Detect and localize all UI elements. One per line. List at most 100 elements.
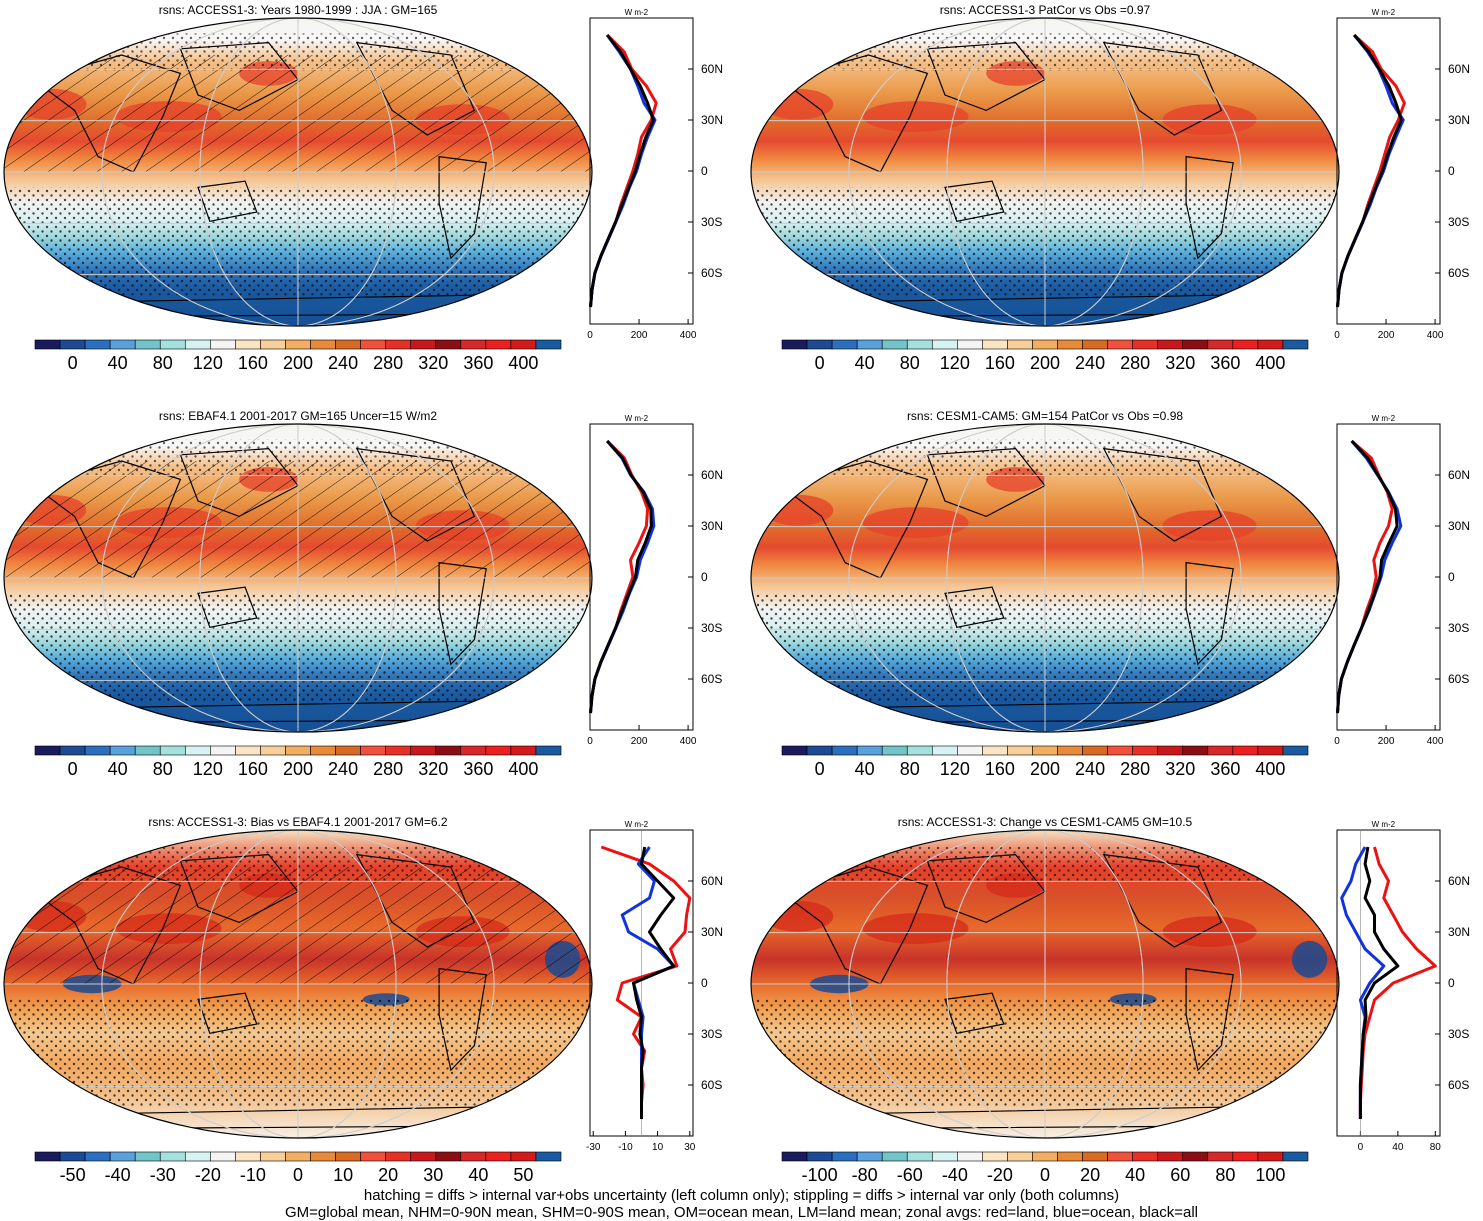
- colorbar-swatch: [84, 745, 111, 756]
- colorbar-tick-label: 200: [283, 353, 313, 373]
- map-border: [750, 829, 1340, 1139]
- profile-xtick-label: 200: [631, 736, 648, 747]
- colorbar-swatch: [931, 1151, 958, 1162]
- colorbar-swatch: [1057, 745, 1083, 756]
- graticule-lon: [101, 830, 495, 1138]
- colorbar-swatch: [410, 1151, 437, 1162]
- graticule-lon: [848, 18, 1242, 326]
- colorbar-swatch: [856, 745, 883, 756]
- colorbar-swatch: [385, 339, 412, 350]
- colorbar-swatch: [1007, 339, 1033, 350]
- profile-ytick-label: 0: [1448, 976, 1455, 990]
- colorbar-tick-label: 360: [1210, 353, 1240, 373]
- profile-series-line: [632, 846, 676, 1119]
- colorbar-tick-label: 80: [153, 353, 173, 373]
- colorbar-swatch: [210, 339, 236, 350]
- colorbar-tick-label: 360: [1210, 759, 1240, 779]
- profile-frame: [589, 423, 694, 731]
- colorbar-swatch: [1257, 1151, 1284, 1162]
- colorbar-swatch: [881, 745, 908, 756]
- colorbar-tick-label: 0: [68, 759, 78, 779]
- colorbar-swatch: [385, 745, 412, 756]
- colorbar-swatch: [806, 1151, 833, 1162]
- colorbar-swatch: [1157, 339, 1184, 350]
- colorbar-tick-label: -40: [942, 1165, 968, 1185]
- colorbar-swatch: [235, 745, 261, 756]
- colorbar-tick-label: 20: [378, 1165, 398, 1185]
- coastline: [355, 41, 476, 136]
- colorbar-tick-label: 80: [153, 759, 173, 779]
- colorbar-swatch: [881, 1151, 908, 1162]
- colorbar-swatch: [109, 745, 136, 756]
- colorbar-tick-label: 40: [108, 353, 128, 373]
- coastline: [944, 180, 1005, 222]
- panel-5: rsns: ACCESS1-3: Bias vs EBAF4.1 2001-20…: [3, 815, 723, 1185]
- colorbar-swatch: [1182, 745, 1209, 756]
- profile-xtick-label: 200: [631, 330, 648, 341]
- colorbar-tick-label: 400: [508, 353, 538, 373]
- profile-ytick-label: 30N: [701, 113, 723, 127]
- panel-6: rsns: ACCESS1-3: Change vs CESM1-CAM5 GM…: [750, 815, 1470, 1185]
- profile-ytick-label: 30N: [701, 519, 723, 533]
- colorbar: -50 -40 -30 -20 -10 0 10 20 30 40 50: [34, 1151, 562, 1185]
- colorbar-tick-label: 40: [855, 353, 875, 373]
- profile-xtick-label: 400: [1427, 736, 1444, 747]
- colorbar-swatch: [134, 339, 161, 350]
- coastline: [779, 866, 929, 985]
- colorbar-swatch: [59, 745, 86, 756]
- coastline: [1102, 447, 1223, 542]
- colorbar-swatch: [1082, 1151, 1108, 1162]
- colorbar-swatch: [134, 745, 161, 756]
- colorbar-tick-label: 60: [1170, 1165, 1190, 1185]
- colorbar-swatch: [184, 1151, 211, 1162]
- colorbar-tick-label: 80: [900, 759, 920, 779]
- colorbar: 0 40 80 120 160 200 240 280 320 360 400: [34, 745, 562, 779]
- panel-title: rsns: ACCESS1-3: Change vs CESM1-CAM5 GM…: [898, 815, 1193, 829]
- colorbar-swatch: [781, 745, 808, 756]
- map-border: [750, 17, 1340, 327]
- colorbar-swatch: [109, 1151, 136, 1162]
- panel-title: rsns: ACCESS1-3: Bias vs EBAF4.1 2001-20…: [148, 815, 447, 829]
- profile-xtick-label: 40: [1392, 1142, 1404, 1153]
- panel-title: rsns: EBAF4.1 2001-2017 GM=165 Uncer=15 …: [159, 409, 437, 423]
- profile-ytick-label: 30N: [1448, 113, 1470, 127]
- profile-xtick-label: 400: [680, 736, 697, 747]
- coastline: [944, 586, 1005, 628]
- profile-frame: [1336, 423, 1441, 731]
- colorbar-swatch: [1057, 1151, 1083, 1162]
- colorbar-tick-label: 240: [1075, 759, 1105, 779]
- colorbar-swatch: [460, 339, 487, 350]
- colorbar-tick-label: 100: [1255, 1165, 1285, 1185]
- profile-unit: W m-2: [625, 8, 649, 17]
- colorbar-swatch: [460, 1151, 487, 1162]
- profile-xtick-label: 0: [1334, 736, 1340, 747]
- colorbar-swatch: [1282, 745, 1309, 756]
- colorbar-swatch: [831, 745, 858, 756]
- profile-ytick-label: 30N: [701, 925, 723, 939]
- warm-region: [862, 913, 969, 944]
- panel-title: rsns: ACCESS1-3 PatCor vs Obs =0.97: [940, 3, 1151, 17]
- colorbar-tick-label: 80: [1215, 1165, 1235, 1185]
- colorbar-tick-label: 400: [1255, 759, 1285, 779]
- colorbar-swatch: [335, 745, 361, 756]
- colorbar-swatch: [1132, 339, 1159, 350]
- colorbar-tick-label: 40: [855, 759, 875, 779]
- colorbar-swatch: [310, 1151, 336, 1162]
- profile-unit: W m-2: [1372, 414, 1396, 423]
- colorbar-swatch: [34, 339, 61, 350]
- colorbar-swatch: [931, 745, 958, 756]
- colorbar-tick-label: 400: [1255, 353, 1285, 373]
- colorbar-swatch: [260, 745, 286, 756]
- coastline: [1102, 41, 1223, 136]
- colorbar-tick-label: 360: [463, 353, 493, 373]
- colorbar-swatch: [235, 339, 261, 350]
- colorbar-swatch: [59, 1151, 86, 1162]
- colorbar-swatch: [435, 339, 462, 350]
- profile-xtick-label: 0: [1358, 1142, 1364, 1153]
- colorbar-tick-label: -30: [150, 1165, 176, 1185]
- colorbar-swatch: [535, 339, 562, 350]
- coastline: [197, 992, 258, 1034]
- colorbar-swatch: [260, 339, 286, 350]
- map-border: [3, 829, 593, 1139]
- coastline: [438, 561, 487, 666]
